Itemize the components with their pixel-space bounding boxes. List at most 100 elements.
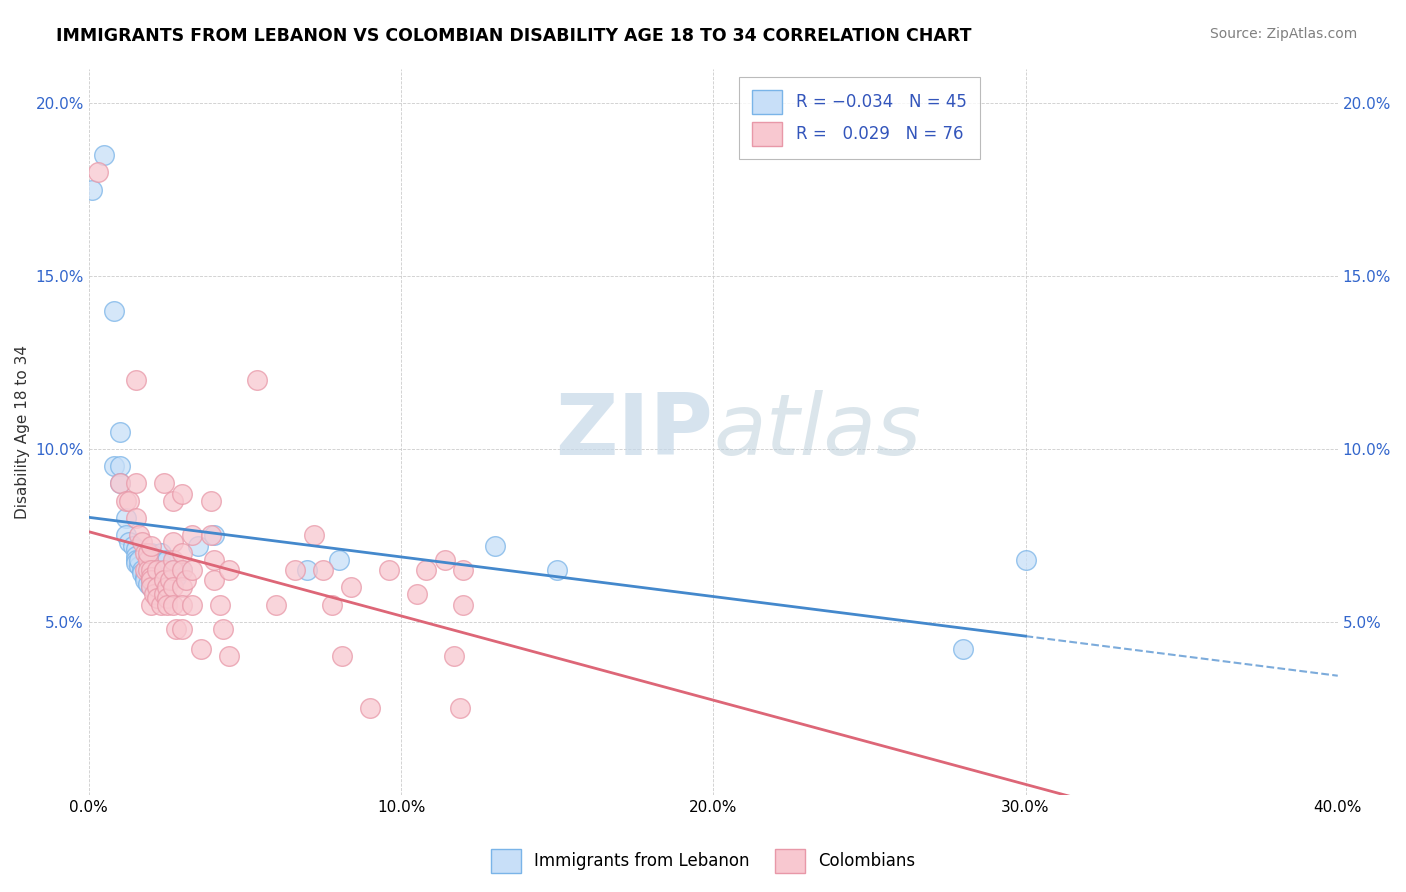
Point	[190, 642, 212, 657]
Point	[162, 493, 184, 508]
Point	[103, 303, 125, 318]
Point	[108, 476, 131, 491]
Point	[141, 570, 163, 584]
Point	[172, 622, 194, 636]
Point	[212, 622, 235, 636]
Point	[218, 563, 240, 577]
Point	[108, 425, 131, 439]
Point	[165, 622, 187, 636]
Point	[162, 563, 184, 577]
Point	[136, 546, 159, 560]
Point	[152, 587, 174, 601]
Point	[141, 546, 163, 560]
Point	[124, 556, 146, 570]
Point	[121, 539, 143, 553]
Point	[405, 587, 427, 601]
Legend: R = −0.034   N = 45, R =   0.029   N = 76: R = −0.034 N = 45, R = 0.029 N = 76	[738, 77, 980, 159]
Legend: Immigrants from Lebanon, Colombians: Immigrants from Lebanon, Colombians	[484, 842, 922, 880]
Point	[141, 580, 163, 594]
Y-axis label: Disability Age 18 to 34: Disability Age 18 to 34	[15, 344, 30, 518]
Point	[321, 598, 343, 612]
Point	[136, 563, 159, 577]
Point	[208, 598, 231, 612]
Point	[159, 574, 181, 588]
Point	[162, 552, 184, 566]
Point	[143, 552, 166, 566]
Point	[952, 642, 974, 657]
Point	[415, 563, 437, 577]
Point	[146, 591, 169, 605]
Point	[453, 563, 475, 577]
Point	[146, 580, 169, 594]
Point	[302, 528, 325, 542]
Point	[546, 563, 568, 577]
Point	[162, 598, 184, 612]
Point	[152, 574, 174, 588]
Point	[159, 574, 181, 588]
Point	[115, 528, 138, 542]
Point	[87, 165, 110, 179]
Point	[108, 459, 131, 474]
Point	[484, 539, 506, 553]
Text: Source: ZipAtlas.com: Source: ZipAtlas.com	[1209, 27, 1357, 41]
Point	[284, 563, 307, 577]
Point	[297, 563, 319, 577]
Point	[312, 563, 335, 577]
Text: ZIP: ZIP	[555, 390, 713, 473]
Point	[264, 598, 287, 612]
Point	[200, 528, 222, 542]
Point	[141, 580, 163, 594]
Point	[141, 574, 163, 588]
Point	[134, 563, 156, 577]
Point	[115, 493, 138, 508]
Point	[449, 701, 471, 715]
Point	[149, 546, 172, 560]
Point	[108, 476, 131, 491]
Point	[246, 373, 269, 387]
Point	[128, 559, 150, 574]
Point	[340, 580, 363, 594]
Point	[141, 563, 163, 577]
Point	[165, 570, 187, 584]
Point	[136, 552, 159, 566]
Point	[156, 598, 179, 612]
Point	[118, 493, 141, 508]
Point	[141, 598, 163, 612]
Point	[433, 552, 456, 566]
Point	[377, 563, 399, 577]
Point	[453, 598, 475, 612]
Point	[180, 598, 202, 612]
Point	[359, 701, 381, 715]
Point	[134, 570, 156, 584]
Point	[134, 546, 156, 560]
Point	[162, 535, 184, 549]
Point	[131, 566, 153, 581]
Point	[124, 552, 146, 566]
Point	[156, 580, 179, 594]
Point	[146, 570, 169, 584]
Point	[115, 511, 138, 525]
Point	[200, 493, 222, 508]
Point	[146, 563, 169, 577]
Point	[152, 563, 174, 577]
Point	[134, 574, 156, 588]
Point	[172, 563, 194, 577]
Point	[128, 552, 150, 566]
Point	[187, 539, 209, 553]
Point	[149, 556, 172, 570]
Point	[124, 542, 146, 557]
Point	[131, 563, 153, 577]
Point	[143, 587, 166, 601]
Point	[118, 535, 141, 549]
Point	[172, 563, 194, 577]
Point	[80, 182, 103, 196]
Text: IMMIGRANTS FROM LEBANON VS COLOMBIAN DISABILITY AGE 18 TO 34 CORRELATION CHART: IMMIGRANTS FROM LEBANON VS COLOMBIAN DIS…	[56, 27, 972, 45]
Point	[180, 528, 202, 542]
Point	[202, 552, 225, 566]
Point	[172, 598, 194, 612]
Point	[172, 487, 194, 501]
Point	[202, 574, 225, 588]
Point	[156, 591, 179, 605]
Point	[124, 476, 146, 491]
Point	[124, 373, 146, 387]
